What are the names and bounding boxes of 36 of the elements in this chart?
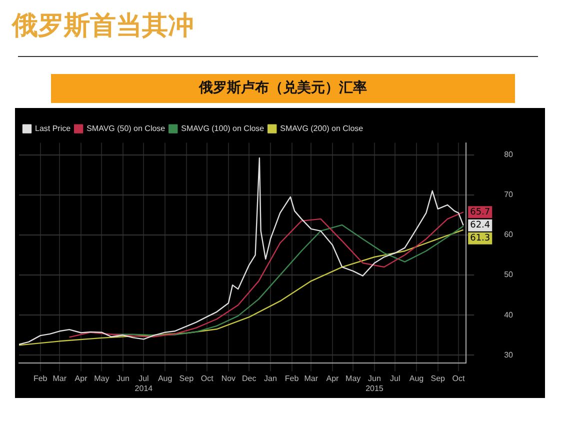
x-tick-label: Jul [390, 374, 400, 384]
y-tick-label: 80 [504, 150, 514, 160]
x-tick-label: Jun 2015 [366, 374, 384, 393]
y-tick-label: 60 [504, 230, 514, 240]
x-tick-label: Apr [74, 374, 88, 384]
data-label: 65.7 [470, 207, 490, 218]
legend-label: SMAVG (200) on Close [280, 124, 364, 134]
x-tick-label: Jun [116, 374, 130, 384]
chart-title: 俄罗斯首当其冲 [12, 10, 194, 43]
x-tick-label: Feb [284, 374, 300, 384]
legend-label: SMAVG (100) on Close [181, 124, 265, 134]
x-tick-label: Aug [409, 374, 424, 384]
x-tick-label: Nov [221, 374, 236, 384]
y-tick-label: 30 [504, 350, 514, 360]
x-tick-label: Sep [430, 374, 446, 384]
x-tick-label: Mar [52, 374, 67, 384]
x-tick-label: Aug [158, 374, 172, 384]
legend-label: SMAVG (50) on Close [86, 124, 166, 134]
chart-subtitle: 俄罗斯卢布（兑美元）汇率 [51, 74, 515, 103]
x-tick-label: Dec [242, 374, 256, 384]
data-label: 61.3 [470, 234, 490, 244]
data-label: 62.4 [470, 220, 490, 231]
x-tick-label: Jan [264, 374, 277, 384]
x-tick-label: May [94, 374, 110, 384]
x-tick-label: Mar [304, 374, 318, 384]
x-tick-label: Feb [33, 374, 48, 384]
x-tick-label: Apr [326, 374, 340, 384]
x-tick-label: Oct [452, 374, 466, 384]
x-tick-label: Sep [179, 374, 194, 384]
x-tick-label: May [346, 374, 361, 384]
x-tick-label: Oct [200, 374, 214, 384]
x-tick-label: Jul 2014 [134, 374, 154, 393]
y-tick-label: 50 [504, 270, 514, 280]
y-tick-label: 70 [504, 190, 514, 200]
y-tick-label: 40 [504, 310, 514, 320]
legend-label: Last Price [35, 124, 72, 134]
